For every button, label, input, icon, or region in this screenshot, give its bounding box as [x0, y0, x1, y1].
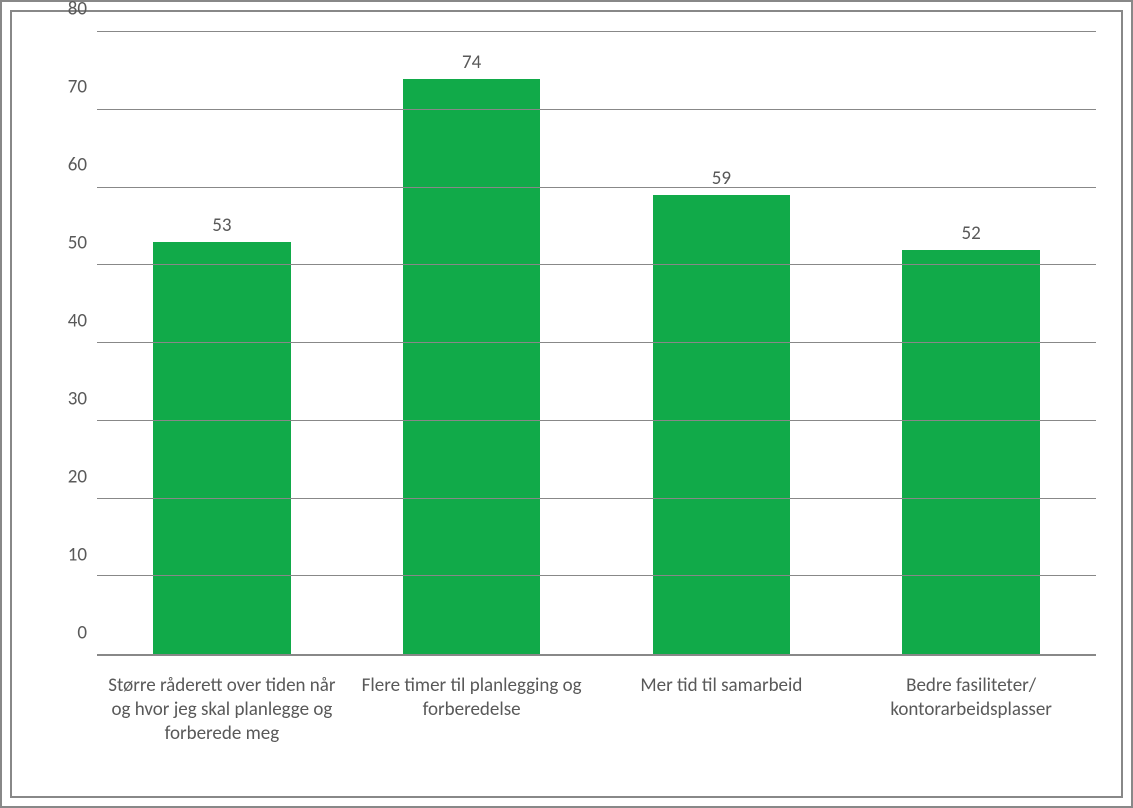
y-tick-label: 60 [12, 154, 87, 177]
plot-area: 53745952 [97, 32, 1096, 656]
gridline [97, 31, 1096, 32]
y-tick-label: 10 [12, 544, 87, 567]
bar-slot: 52 [846, 32, 1096, 654]
bars-container: 53745952 [97, 32, 1096, 654]
bar-value-label: 53 [212, 214, 231, 237]
x-category-label: Flere timer til planlegging og forberede… [347, 666, 597, 796]
bar: 74 [403, 79, 540, 654]
x-category-label: Bedre fasiliteter/ kontorarbeidsplasser [846, 666, 1096, 796]
gridline [97, 264, 1096, 265]
y-tick-label: 40 [12, 310, 87, 333]
bar-value-label: 52 [961, 222, 980, 245]
bar: 52 [902, 250, 1039, 654]
gridline [97, 109, 1096, 110]
y-tick-label: 50 [12, 232, 87, 255]
gridline [97, 342, 1096, 343]
gridline [97, 420, 1096, 421]
y-tick-label: 70 [12, 76, 87, 99]
x-axis-labels: Større råderett over tiden når og hvor j… [97, 666, 1096, 796]
y-tick-label: 0 [12, 622, 87, 645]
x-category-label: Mer tid til samarbeid [597, 666, 847, 796]
bar-slot: 74 [347, 32, 597, 654]
y-tick-label: 80 [12, 0, 87, 21]
bar: 53 [153, 242, 290, 654]
gridline [97, 187, 1096, 188]
bar-slot: 53 [97, 32, 347, 654]
chart-container: 53745952 01020304050607080 Større rådere… [0, 0, 1133, 808]
chart-inner-border: 53745952 01020304050607080 Større rådere… [10, 10, 1123, 798]
gridline [97, 498, 1096, 499]
gridline [97, 575, 1096, 576]
x-category-label: Større råderett over tiden når og hvor j… [97, 666, 347, 796]
bar-value-label: 74 [462, 51, 481, 74]
y-tick-label: 30 [12, 388, 87, 411]
y-tick-label: 20 [12, 466, 87, 489]
bar-slot: 59 [597, 32, 847, 654]
